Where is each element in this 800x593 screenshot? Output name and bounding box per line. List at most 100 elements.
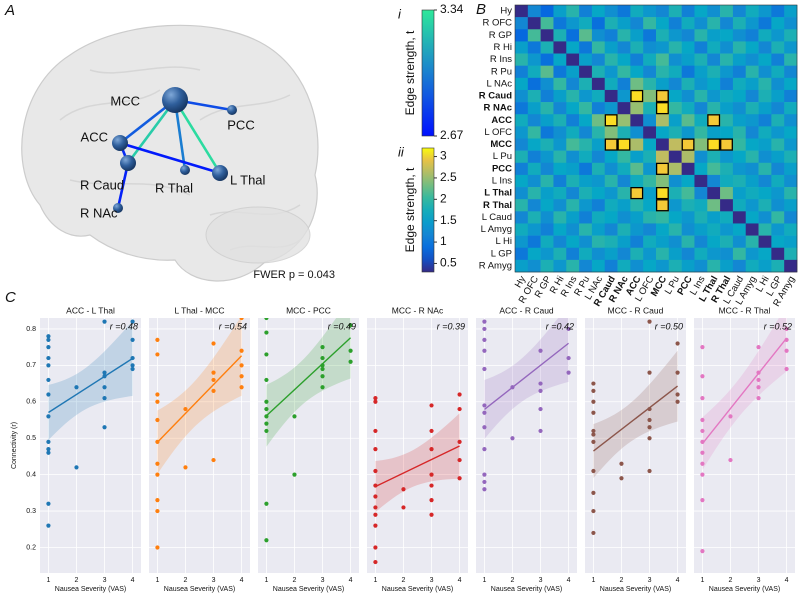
data-point [647,436,652,441]
heatmap-cell [668,102,682,115]
heatmap-cell [732,77,747,91]
heatmap-cell [745,41,759,54]
brain [21,24,319,282]
heatmap-cell [579,223,593,236]
heatmap-cell [553,89,567,103]
data-point [264,399,269,404]
panel-label: A [4,2,15,19]
heatmap-row-label: L Ins [492,175,512,186]
regression-line [156,355,243,443]
network-edge [119,141,221,175]
heatmap-cell [566,65,580,79]
significant-outline [655,162,669,175]
heatmap-cell [771,259,785,273]
heatmap-cell [566,162,580,176]
data-point [264,538,269,543]
heatmap-cell [617,187,631,200]
heatmap-cell [784,235,798,249]
heatmap-cell [694,259,708,273]
x-tick-label: 1 [264,577,268,584]
heatmap-cell [668,114,682,127]
data-point [155,337,160,342]
data-point [211,377,216,383]
heatmap-cell [668,174,682,188]
heatmap-cell [681,187,695,200]
heatmap-cell [566,41,580,54]
data-point [482,479,487,485]
heatmap-cell [681,29,695,42]
correlation-label: r =0.50 [655,321,683,331]
heatmap-cell [591,247,606,261]
regression-line [483,342,570,411]
heatmap-cell [643,102,657,115]
heatmap-cell [771,162,785,176]
heatmap-cell [540,102,554,115]
heatmap-cell [707,114,721,127]
colorbar-tick-label: 0.5 [440,256,457,270]
heatmap-cell [784,29,798,42]
heatmap-cell [784,162,798,176]
heatmap-cell [553,41,567,54]
heatmap-row-label: R Amyg [479,260,512,271]
heatmap-cell [591,138,606,151]
heatmap-row-label: R Thal [483,200,512,211]
data-point [566,355,571,361]
heatmap-cell [617,259,631,273]
heatmap-cell [758,41,772,54]
heatmap-cell [758,259,772,273]
data-point [566,370,571,375]
heatmap-cell [540,53,554,66]
significant-outline [681,138,695,151]
x-tick-label: 1 [46,577,50,584]
heatmap-cell [540,138,554,151]
data-point [46,501,51,506]
data-point [482,337,487,342]
heatmap-cell [630,41,644,54]
confidence-band [266,318,351,447]
data-point [320,374,325,379]
colorbar-tick-label: 2.67 [440,128,464,142]
heatmap-cell [771,150,785,164]
heatmap-cell [694,77,708,91]
heatmap-cell [745,102,759,115]
heatmap-cell [656,199,670,212]
data-point [457,457,462,463]
heatmap-cell [707,65,721,79]
heatmap-row-label: L Amyg [481,224,512,235]
heatmap-cell [707,53,721,66]
heatmap-cell [668,187,682,200]
heatmap-cell [784,174,798,188]
heatmap-cell [694,162,708,176]
heatmap-cell [630,174,644,188]
heatmap-row-label: R Ins [490,54,512,65]
heatmap-cell [681,259,695,273]
data-point [373,428,378,434]
data-point [239,385,244,390]
heatmap-cell [540,41,554,54]
heatmap-cell [527,5,541,18]
heatmap-cell [681,77,695,91]
heatmap-cell [553,77,567,91]
x-tick-label: 3 [539,577,543,584]
heatmap-cell [707,223,721,236]
heatmap-cell [515,247,529,261]
heatmap-cell [540,65,554,79]
data-point [429,472,434,477]
heatmap-cell [694,126,708,139]
heatmap-cell [591,174,606,188]
heatmap-cell [656,162,670,176]
heatmap-cell [784,17,798,30]
x-tick-label: 1 [591,577,595,584]
heatmap-cell [643,65,657,79]
colorbar-label: Edge strength, t [403,167,417,252]
heatmap-cell [694,53,708,66]
heatmap-cell [694,89,708,103]
data-point [429,483,434,488]
heatmap-cell [720,138,734,151]
heatmap-cell [566,223,580,236]
heatmap-cell [745,187,759,200]
heatmap-cell [720,65,734,79]
heatmap-cell [745,235,759,249]
heatmap-row-label: R Pu [491,66,512,77]
heatmap-cell [630,247,644,261]
